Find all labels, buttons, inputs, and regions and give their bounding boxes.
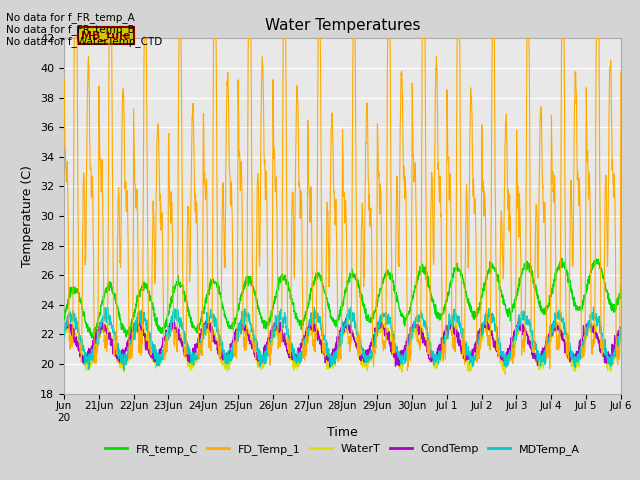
Title: Water Temperatures: Water Temperatures <box>265 18 420 33</box>
X-axis label: Time: Time <box>327 426 358 439</box>
Text: No data for f_FR_temp_A: No data for f_FR_temp_A <box>6 12 135 23</box>
Text: No data for f_WaterTemp_CTD: No data for f_WaterTemp_CTD <box>6 36 163 47</box>
Legend: FR_temp_C, FD_Temp_1, WaterT, CondTemp, MDTemp_A: FR_temp_C, FD_Temp_1, WaterT, CondTemp, … <box>100 439 584 459</box>
Text: MB_tule: MB_tule <box>81 30 131 41</box>
Y-axis label: Temperature (C): Temperature (C) <box>22 165 35 267</box>
Text: No data for f_FR_temp_B: No data for f_FR_temp_B <box>6 24 135 35</box>
